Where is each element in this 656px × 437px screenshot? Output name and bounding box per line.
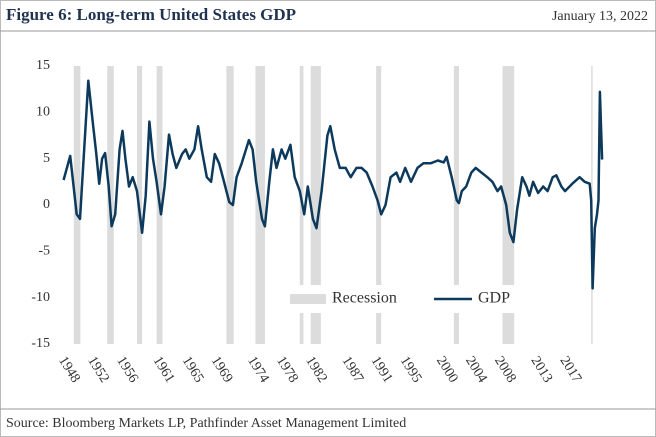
y-tick-label: -5 (38, 244, 50, 259)
recession-band (73, 66, 81, 344)
recession-band (453, 66, 459, 344)
y-tick-label: -15 (31, 336, 50, 351)
legend-label: GDP (478, 290, 510, 307)
chart-title: Figure 6: Long-term United States GDP (6, 5, 296, 24)
recession-band (310, 66, 321, 344)
recession-band (226, 66, 234, 344)
y-tick-label: -10 (31, 290, 50, 305)
source-note: Source: Bloomberg Markets LP, Pathfinder… (6, 416, 406, 431)
gdp-line (62, 79, 604, 290)
legend-label: Recession (332, 290, 397, 307)
y-tick-label: 5 (43, 151, 50, 166)
chart-date: January 13, 2022 (552, 9, 648, 24)
recession-band (502, 66, 515, 344)
y-tick-label: 15 (36, 58, 50, 73)
y-tick-label: 10 (36, 105, 50, 120)
y-tick-label: 0 (43, 197, 50, 212)
